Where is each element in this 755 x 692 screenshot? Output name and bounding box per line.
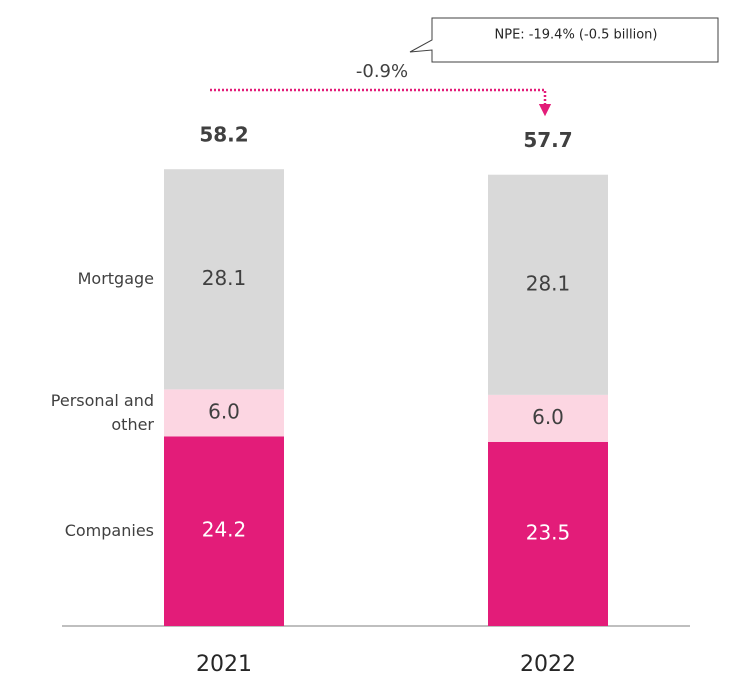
x-tick-label: 2022 bbox=[520, 652, 576, 677]
value-label: 6.0 bbox=[208, 399, 240, 423]
value-label: 28.1 bbox=[202, 266, 247, 290]
value-label: 28.1 bbox=[526, 271, 571, 295]
total-label: 58.2 bbox=[199, 123, 248, 147]
bar-segment bbox=[488, 441, 608, 626]
series-label: Personal and other bbox=[50, 390, 154, 434]
change-label: -0.9% bbox=[356, 61, 408, 82]
value-label: 6.0 bbox=[532, 405, 564, 429]
callout-text: NPE: -19.4% (-0.5 billion) bbox=[495, 28, 658, 43]
bar-segment bbox=[164, 169, 284, 390]
value-label: 24.2 bbox=[202, 518, 247, 542]
x-tick-label: 2021 bbox=[196, 652, 252, 677]
series-label: Companies bbox=[64, 521, 154, 541]
change-arrow bbox=[210, 88, 552, 117]
series-label: Mortgage bbox=[77, 269, 154, 289]
callout-box bbox=[409, 17, 719, 63]
bar-segment bbox=[488, 174, 608, 395]
value-label: 23.5 bbox=[526, 520, 571, 544]
total-label: 57.7 bbox=[523, 128, 572, 152]
bar-segment bbox=[164, 436, 284, 626]
bar-segment bbox=[488, 394, 608, 442]
bar-segment bbox=[164, 389, 284, 437]
